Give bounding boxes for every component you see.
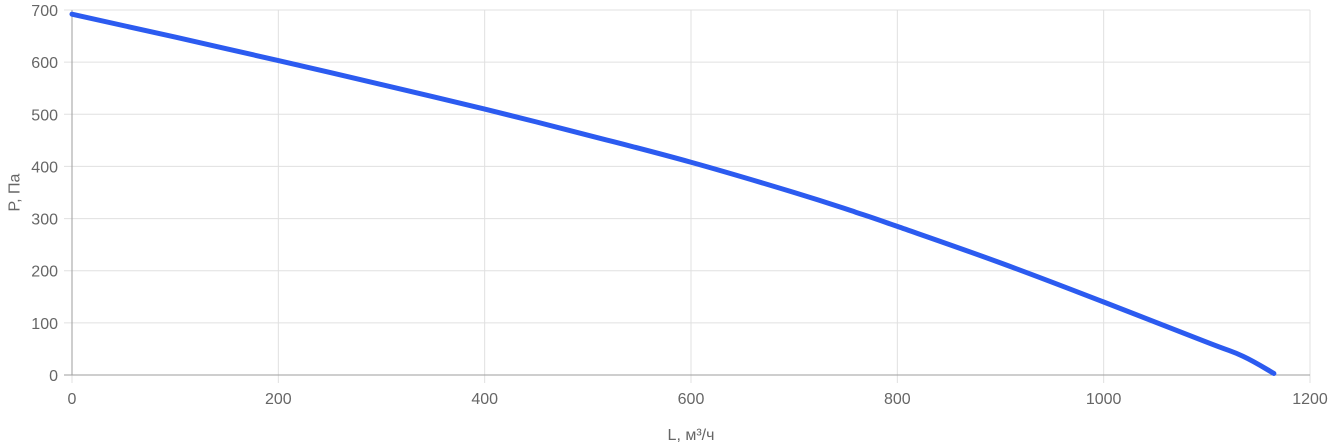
x-axis-title: L, м³/ч bbox=[668, 427, 715, 444]
grid bbox=[64, 9, 1311, 383]
y-tick-label: 200 bbox=[31, 264, 58, 281]
x-tick-label: 600 bbox=[678, 391, 705, 408]
x-tick-label: 200 bbox=[265, 391, 292, 408]
series bbox=[69, 11, 1277, 376]
x-tick-label: 400 bbox=[471, 391, 498, 408]
y-tick-labels: 0 100 200 300 400 500 600 700 bbox=[31, 3, 58, 385]
y-tick-label: 700 bbox=[31, 3, 58, 20]
x-tick-label: 1000 bbox=[1086, 391, 1122, 408]
y-tick-label: 0 bbox=[49, 368, 58, 385]
y-tick-label: 500 bbox=[31, 107, 58, 124]
series-line bbox=[69, 11, 1277, 376]
x-tick-label: 1200 bbox=[1292, 391, 1328, 408]
y-tick-label: 400 bbox=[31, 159, 58, 176]
x-tick-labels: 0 200 400 600 800 1000 1200 bbox=[68, 391, 1328, 408]
axes bbox=[64, 10, 1310, 376]
y-axis-title: P, Па bbox=[7, 173, 24, 211]
y-tick-label: 100 bbox=[31, 316, 58, 333]
y-tick-label: 300 bbox=[31, 212, 58, 229]
x-tick-label: 0 bbox=[68, 391, 77, 408]
x-tick-label: 800 bbox=[884, 391, 911, 408]
y-tick-label: 600 bbox=[31, 55, 58, 72]
